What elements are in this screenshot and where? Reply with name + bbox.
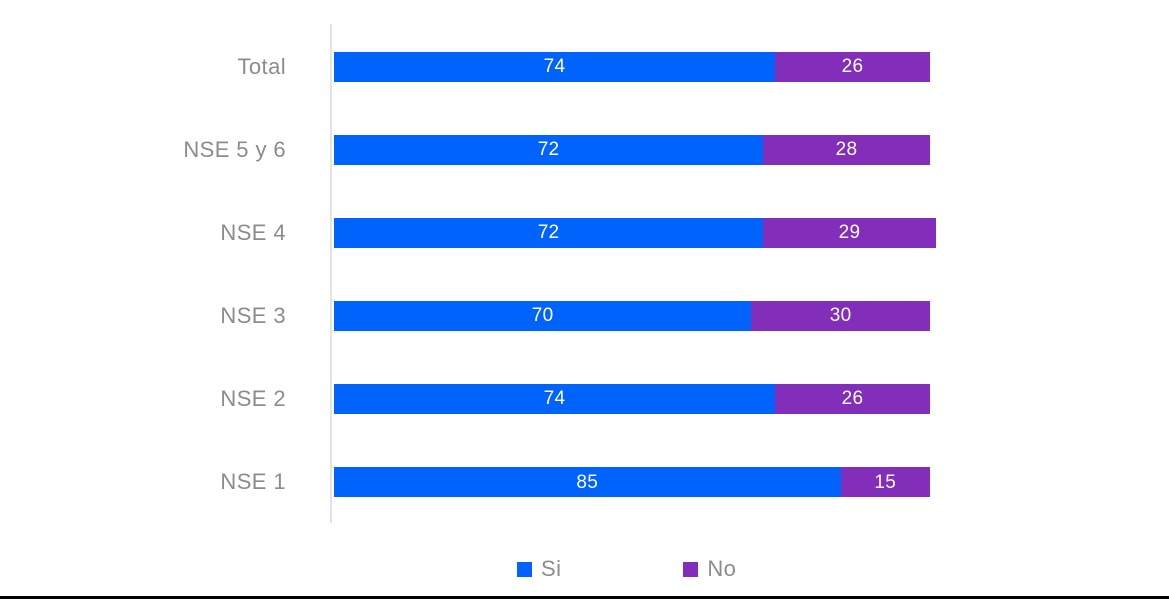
bar-segment-si: 74: [334, 51, 776, 82]
bar-segment-si: 72: [334, 217, 764, 248]
bar-track: 72 29: [334, 217, 936, 248]
bar-value-label: 70: [531, 305, 554, 327]
bar-segment-si: 85: [334, 467, 841, 498]
y-axis-line: [330, 24, 332, 523]
bar-segment-no: 30: [751, 300, 930, 331]
bar-segment-no: 28: [763, 134, 930, 165]
category-label: Total: [237, 53, 286, 79]
bar-value-label: 26: [841, 56, 864, 78]
legend-swatch-icon: [517, 561, 532, 577]
legend-item-si: Si: [517, 558, 561, 580]
bar-value-label: 74: [543, 388, 566, 410]
legend: Si No: [517, 558, 736, 580]
bar-value-label: 85: [576, 471, 599, 493]
bar-value-label: 30: [829, 305, 852, 327]
legend-label: No: [707, 556, 737, 581]
category-label: NSE 2: [220, 385, 286, 411]
bar-track: 74 26: [334, 51, 930, 82]
legend-swatch-icon: [683, 561, 699, 577]
bar-row: NSE 5 y 6 72 28: [0, 108, 1169, 191]
bar-row: NSE 3 70 30: [0, 274, 1169, 357]
bar-segment-no: 26: [775, 51, 930, 82]
bar-value-label: 15: [874, 471, 897, 493]
bar-track: 85 15: [334, 467, 930, 498]
bar-row: NSE 2 74 26: [0, 357, 1169, 440]
bar-row: Total 74 26: [0, 25, 1169, 108]
bar-track: 70 30: [334, 300, 930, 331]
bar-segment-no: 26: [775, 383, 930, 414]
bottom-border-line: [0, 596, 1169, 599]
category-label: NSE 4: [220, 219, 286, 245]
bar-row: NSE 1 85 15: [0, 440, 1169, 523]
bar-segment-si: 70: [334, 300, 752, 331]
category-label: NSE 3: [220, 302, 286, 328]
bar-value-label: 72: [537, 222, 560, 244]
bar-track: 74 26: [334, 383, 930, 414]
bar-value-label: 29: [838, 222, 861, 244]
bar-track: 72 28: [334, 134, 930, 165]
bar-value-label: 72: [537, 139, 560, 161]
bar-segment-no: 15: [840, 467, 930, 498]
category-label: NSE 1: [220, 469, 286, 495]
legend-item-no: No: [683, 558, 736, 580]
bar-segment-si: 74: [334, 383, 776, 414]
bar-segment-no: 29: [763, 217, 936, 248]
bar-segment-si: 72: [334, 134, 764, 165]
bar-row: NSE 4 72 29: [0, 191, 1169, 274]
bar-rows-container: Total 74 26 NSE 5 y 6 72 28 NSE 4 72 29 NSE 3 70 30…: [0, 25, 1169, 524]
category-label: NSE 5 y 6: [183, 136, 286, 162]
bar-value-label: 74: [543, 56, 566, 78]
bar-value-label: 26: [841, 388, 864, 410]
bar-value-label: 28: [835, 139, 858, 161]
legend-label: Si: [541, 556, 562, 581]
